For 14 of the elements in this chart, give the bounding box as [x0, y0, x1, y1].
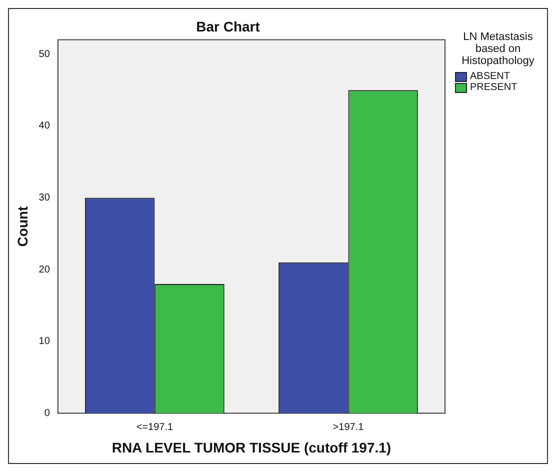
- chart-title: Bar Chart: [196, 18, 260, 34]
- y-tick-label: 20: [38, 264, 50, 276]
- x-tick-label: <=197.1: [136, 422, 174, 433]
- legend-title: LN Metastasis based on Histopathology: [460, 31, 536, 67]
- x-tick-label: >197.1: [332, 422, 364, 433]
- legend-label: ABSENT: [470, 71, 510, 82]
- x-axis-title: RNA LEVEL TUMOR TISSUE (cutoff 197.1): [112, 439, 392, 456]
- legend-label: PRESENT: [470, 82, 518, 93]
- y-tick-label: 10: [38, 336, 50, 348]
- y-axis-title: Count: [14, 206, 30, 247]
- y-tick-label: 40: [38, 120, 50, 132]
- y-tick-label: 50: [38, 48, 50, 60]
- y-tick-label: 0: [44, 408, 50, 419]
- y-tick-label: 30: [38, 192, 50, 204]
